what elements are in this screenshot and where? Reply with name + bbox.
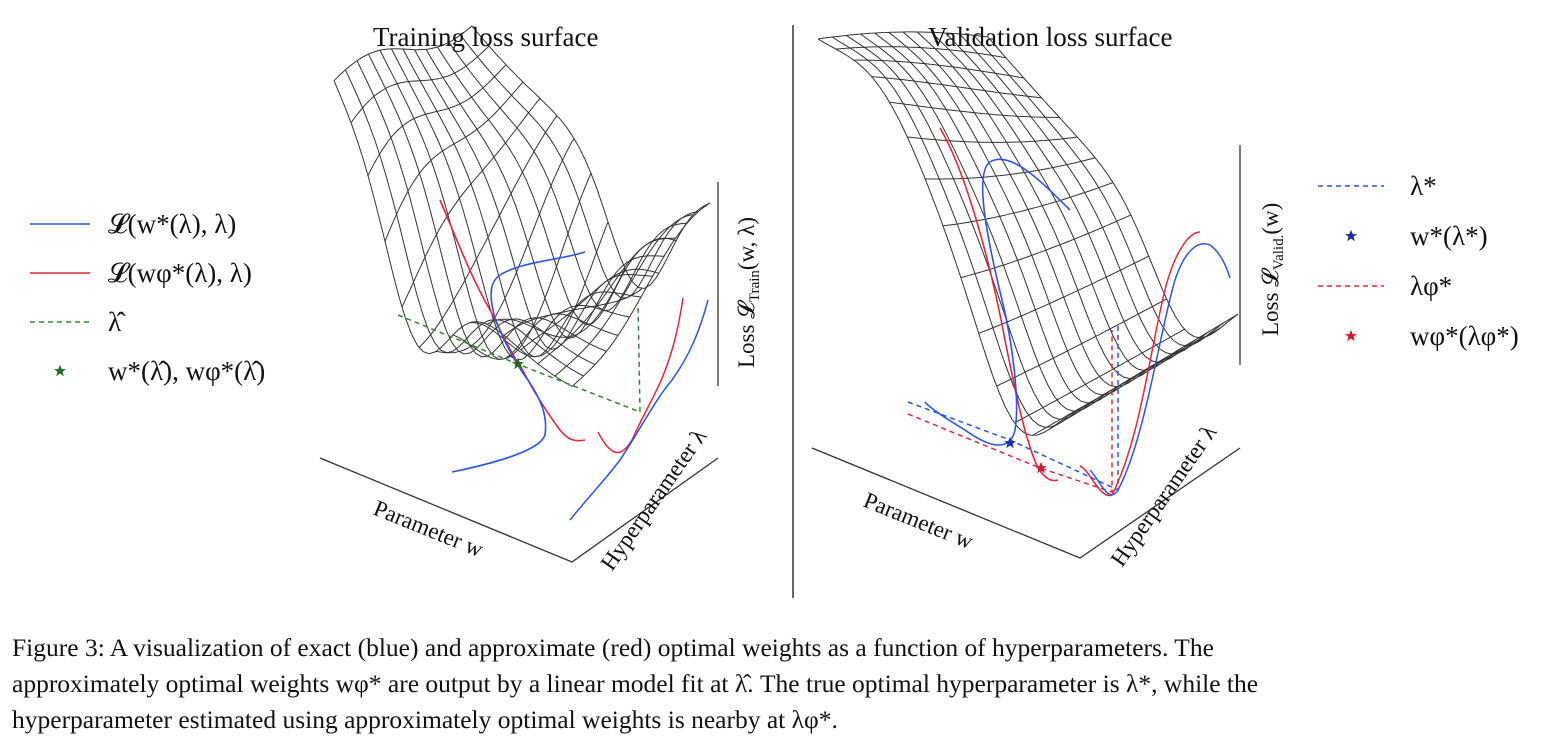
mesh-line <box>945 32 1196 363</box>
validation-xaxis-label: Parameter w <box>860 487 977 554</box>
valid-exact-projection <box>1089 243 1231 496</box>
training-panel-title: Training loss surface <box>373 22 599 52</box>
mesh-line <box>486 268 626 338</box>
mesh-line <box>874 32 1125 404</box>
valid-approx-projection <box>1079 231 1201 497</box>
lambda-hat-line <box>397 301 641 414</box>
mesh-line <box>425 49 665 339</box>
mesh-line <box>846 34 1097 420</box>
mesh-line <box>916 31 1168 380</box>
legend-label: λφ* <box>1410 271 1452 301</box>
approx-optimum-star <box>1035 462 1047 474</box>
valid-approx-curve <box>939 127 1059 482</box>
legend-label: 𝓛(wφ*(λ), λ) <box>108 258 252 288</box>
validation-loss-panel: Parameter w Hyperparameter λ Loss 𝓛Valid… <box>811 31 1287 571</box>
validation-panel-title: Validation loss surface <box>928 22 1173 52</box>
mesh-line <box>959 33 1210 355</box>
legend-label: w*(λ*) <box>1410 221 1488 251</box>
figure-svg: Parameter w Hyperparameter λ Loss 𝓛Train… <box>30 25 1519 598</box>
mesh-line <box>554 214 694 377</box>
mesh-line <box>368 53 607 358</box>
lambda-phi-line <box>907 330 1113 494</box>
mesh-line <box>391 48 630 361</box>
exact-projection <box>569 299 709 521</box>
legend-label: λ* <box>1410 171 1437 201</box>
validation-zaxis-label: Loss 𝓛Valid.(w) <box>1258 203 1287 336</box>
legend-label: w*(λ̂), wφ*(λ̂) <box>108 356 265 386</box>
caption-line-3: hyperparameter estimated using approxima… <box>12 705 838 734</box>
mesh-line <box>414 49 653 350</box>
figure: Parameter w Hyperparameter λ Loss 𝓛Train… <box>30 22 1519 598</box>
mesh-line <box>930 31 1182 371</box>
figure-caption: Figure 3: A visualization of exact (blue… <box>12 630 1512 738</box>
mesh-line <box>942 182 1114 227</box>
training-loss-mesh <box>333 25 711 387</box>
validation-loss-mesh <box>817 31 1239 436</box>
legend-label: wφ*(λφ*) <box>1410 321 1519 351</box>
mesh-line <box>537 237 677 365</box>
mesh-line <box>973 34 1225 347</box>
legend-star-swatch <box>1345 330 1357 342</box>
mesh-line <box>448 41 688 312</box>
mesh-line <box>831 36 1083 428</box>
training-xaxis-label: Parameter w <box>370 495 487 562</box>
training-legend: 𝓛(w*(λ), λ) 𝓛(wφ*(λ), λ) λ̂ w*(λ̂), wφ*(λ̂) <box>30 209 265 386</box>
mesh-line <box>367 64 507 176</box>
mesh-line <box>401 98 541 308</box>
caption-line-2: approximately optimal weights wφ* are ou… <box>12 669 1259 698</box>
training-loss-panel: Parameter w Hyperparameter λ Loss 𝓛Train… <box>319 25 763 575</box>
legend-label: λ̂ <box>108 307 126 337</box>
exact-optimum-star <box>1004 437 1016 449</box>
mesh-line <box>350 45 490 124</box>
legend-label: 𝓛(w*(λ), λ) <box>108 209 236 239</box>
exact-optimal-curve <box>451 251 586 473</box>
mesh-line <box>817 38 1069 436</box>
validation-yaxis-label: Hyperparameter λ <box>1106 420 1222 571</box>
mesh-line <box>333 80 573 387</box>
valid-exact-curve <box>924 158 1071 446</box>
caption-line-1: Figure 3: A visualization of exact (blue… <box>12 633 1214 662</box>
mesh-line <box>356 60 596 366</box>
mesh-line <box>460 34 699 299</box>
mesh-line <box>437 46 676 326</box>
legend-star-swatch <box>1345 230 1357 242</box>
validation-floor-axes <box>811 447 1241 559</box>
mesh-line <box>379 50 619 360</box>
training-floor-axes <box>319 457 719 563</box>
mesh-line <box>471 25 711 289</box>
approx-projection <box>597 297 684 454</box>
training-zaxis-label: Loss 𝓛Train(w, λ) <box>734 217 763 368</box>
mesh-line <box>345 69 584 377</box>
lambda-star-line <box>907 326 1119 492</box>
lambda-hat-star <box>512 358 524 370</box>
legend-star-swatch <box>54 365 66 377</box>
training-yaxis-label: Hyperparameter λ <box>596 424 712 575</box>
mesh-line <box>987 36 1239 339</box>
mesh-line <box>888 31 1140 396</box>
mesh-line <box>902 31 1154 388</box>
mesh-line <box>402 48 642 358</box>
validation-legend: λ* w*(λ*) λφ* wφ*(λφ*) <box>1318 171 1519 351</box>
